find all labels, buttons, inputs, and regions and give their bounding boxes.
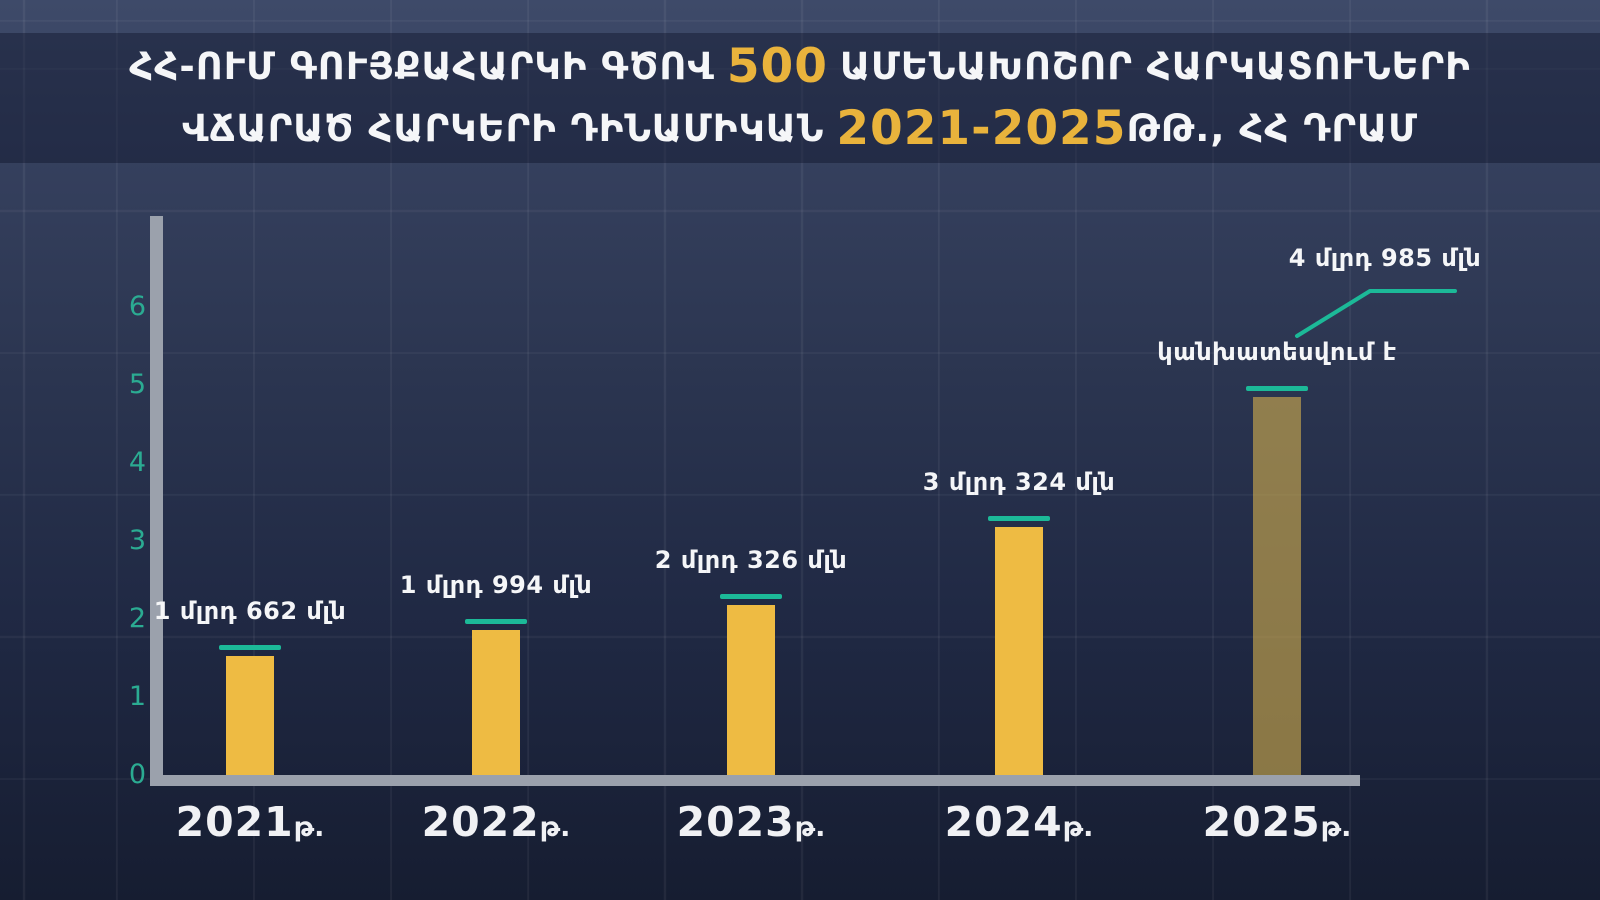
y-tick-label-6: 6: [128, 291, 146, 322]
x-axis-label-2024: 2024թ.: [869, 798, 1169, 846]
x-axis-year-2024: 2024: [944, 798, 1063, 846]
bar-2021: [226, 656, 274, 775]
x-axis-year-2023: 2023: [676, 798, 795, 846]
y-tick-label-3: 3: [128, 525, 146, 556]
title-line1-pre: ՀՀ-ՈՒՄ ԳՈՒՅՔԱՀԱՐԿԻ ԳԾՈՎ: [129, 45, 715, 88]
bar-cap-2024: [988, 515, 1050, 521]
x-axis-year-suffix: թ.: [293, 812, 325, 843]
bar-cap-2022: [465, 619, 527, 625]
forecast-note-label: կանխատեսվում է: [1157, 338, 1397, 367]
x-axis-label-2023: 2023թ.: [601, 798, 901, 846]
y-tick-label-4: 4: [128, 447, 146, 478]
bar-cap-2021: [219, 645, 281, 651]
x-axis-year-2021: 2021: [175, 798, 294, 846]
bar-2025: [1253, 397, 1301, 775]
title-line2-pre: ՎՃԱՐԱԾ ՀԱՐԿԵՐԻ ԴԻՆԱՄԻԿԱՆ: [182, 107, 825, 150]
bar-value-label-2023: 2 մլրդ 326 մլն: [654, 545, 848, 574]
bar-cap-2025: [1246, 386, 1308, 392]
x-axis-line: [150, 775, 1360, 786]
y-tick-label-1: 1: [128, 681, 146, 712]
bar-2023: [727, 604, 775, 775]
title-line-1: ՀՀ-ՈՒՄ ԳՈՒՅՔԱՀԱՐԿԻ ԳԾՈՎ 500 ԱՄԵՆԱԽՈՇՈՐ ՀԱՐ…: [129, 36, 1471, 98]
bar-value-label-2024: 3 մլրդ 324 մլն: [922, 467, 1116, 496]
bar-value-label-2022: 1 մլրդ 994 մլն: [399, 571, 593, 600]
y-tick-label-0: 0: [128, 759, 146, 790]
x-axis-year-2022: 2022: [421, 798, 540, 846]
x-axis-label-2025: 2025թ.: [1127, 798, 1427, 846]
title-line1-highlight-500: 500: [726, 39, 828, 94]
title-banner: ՀՀ-ՈՒՄ ԳՈՒՅՔԱՀԱՐԿԻ ԳԾՈՎ 500 ԱՄԵՆԱԽՈՇՈՐ ՀԱՐ…: [0, 33, 1600, 163]
bar-value-label-2021: 1 մլրդ 662 մլն: [153, 597, 347, 626]
x-axis-year-suffix: թ.: [539, 812, 571, 843]
y-axis-line: [150, 216, 163, 786]
x-axis-label-2021: 2021թ.: [100, 798, 400, 846]
title-line1-post: ԱՄԵՆԱԽՈՇՈՐ ՀԱՐԿԱՏՈՒՆԵՐԻ: [839, 45, 1471, 88]
x-axis-year-suffix: թ.: [1062, 812, 1094, 843]
bar-2024: [995, 526, 1043, 775]
x-axis-label-2022: 2022թ.: [346, 798, 646, 846]
title-line-2: ՎՃԱՐԱԾ ՀԱՐԿԵՐԻ ԴԻՆԱՄԻԿԱՆ 2021-2025ԹԹ., ՀՀ…: [182, 98, 1418, 160]
title-line2-highlight-years: 2021-2025: [836, 101, 1127, 156]
bar-cap-2023: [720, 593, 782, 599]
bar-2022: [472, 630, 520, 775]
y-tick-label-2: 2: [128, 603, 146, 634]
bar-value-label-2025: 4 մլրդ 985 մլն: [1288, 244, 1482, 272]
title-line2-post: ԹԹ., ՀՀ ԴՐԱՄ: [1126, 107, 1418, 150]
x-axis-year-suffix: թ.: [794, 812, 826, 843]
y-tick-label-5: 5: [128, 369, 146, 400]
x-axis-year-2025: 2025: [1202, 798, 1321, 846]
x-axis-year-suffix: թ.: [1320, 812, 1352, 843]
